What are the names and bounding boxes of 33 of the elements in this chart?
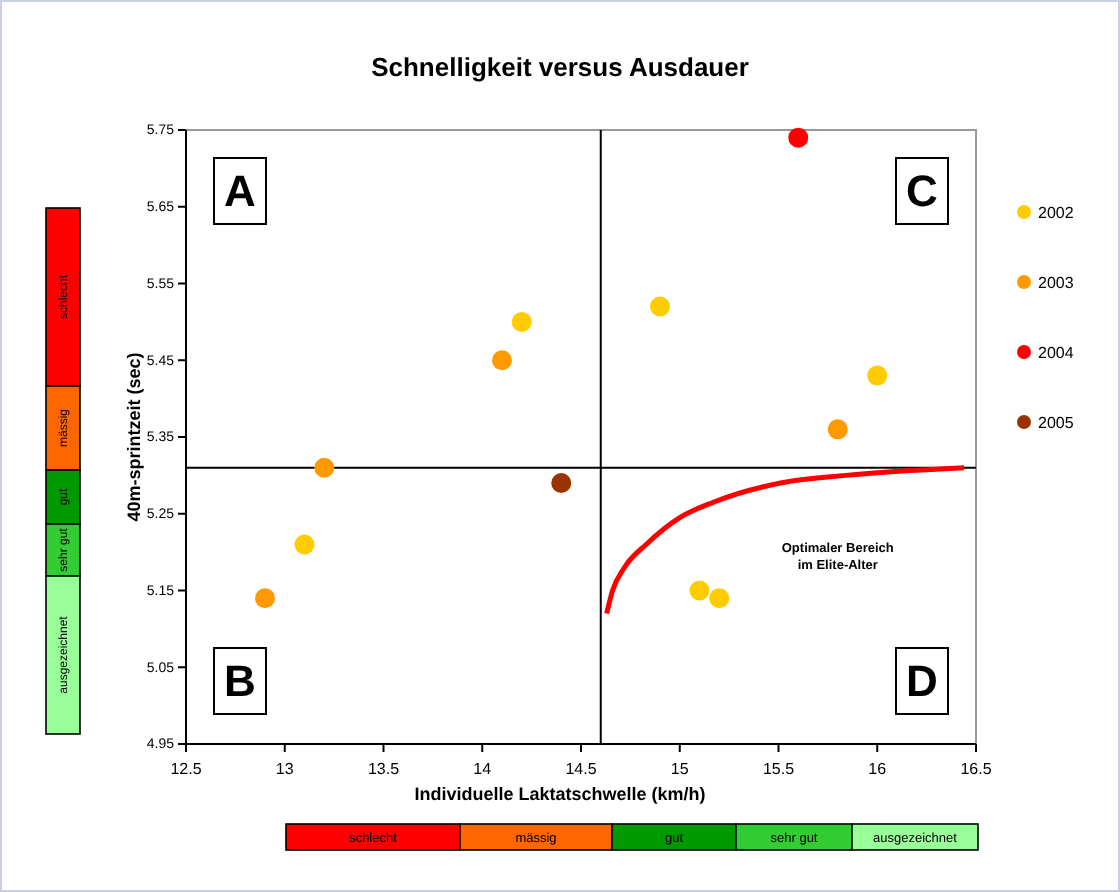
point (650, 296, 670, 317)
x-tick-label: 14.5 (565, 760, 598, 778)
point (709, 588, 730, 609)
annotation: D (906, 655, 938, 706)
x-tick-label: 12.5 (170, 760, 203, 778)
annotation: A (224, 165, 257, 216)
point (551, 473, 572, 494)
chart-title: Schnelligkeit versus Ausdauer (371, 52, 749, 82)
y-axis-title: 40m-sprintzeit (sec) (124, 352, 144, 522)
x-axis-title: Individuelle Laktatschwelle (km/h) (414, 784, 706, 804)
point (511, 311, 532, 332)
x-tick-label: 15 (670, 760, 690, 778)
x-tick-label: 13.5 (367, 760, 401, 778)
annotation: B (224, 655, 256, 706)
x-tick-label: 16.5 (960, 760, 993, 778)
x-tick-label: 14 (473, 760, 493, 778)
x-tick-label: 15.5 (762, 760, 796, 778)
x-tick-label: 13 (275, 760, 295, 778)
point (492, 350, 512, 371)
point (314, 457, 335, 478)
point (689, 580, 710, 601)
point (827, 419, 848, 440)
point (255, 588, 275, 609)
x-tick-label: 16 (868, 760, 888, 778)
point (867, 365, 888, 386)
annotation: C (906, 165, 939, 216)
line-series (604, 465, 967, 617)
legend-label: 2002 (1038, 203, 1075, 222)
legend-label: 2004 (1038, 343, 1075, 362)
point (788, 127, 809, 148)
point (294, 534, 315, 555)
legend-label: 2005 (1038, 413, 1075, 432)
legend-label: 2003 (1038, 273, 1075, 292)
